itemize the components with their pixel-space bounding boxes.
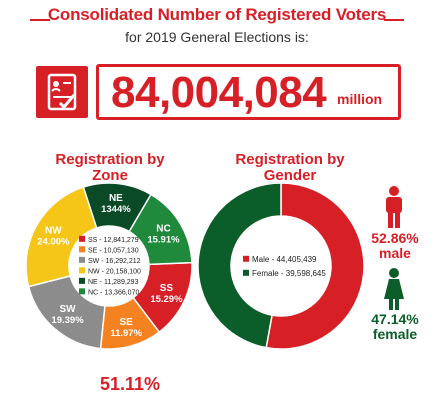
donut-0-legend-text: SE - 10,057,130 (88, 247, 139, 254)
donut-0-slice-nc (128, 193, 193, 266)
donut-1-slice-male (265, 182, 365, 350)
donut-1-legend-text: Male - 44,405,439 (252, 255, 317, 264)
zone-chart-title: Registration by Zone (55, 151, 165, 184)
donut-0-label-nw-pct: 24.00% (37, 236, 70, 247)
header: Consolidated Number of Registered Voters… (0, 4, 434, 46)
donut-0-slice-nw (25, 186, 98, 288)
donut-0-legend-swatch (79, 277, 85, 284)
donut-0-label-ss-name: SS (160, 283, 174, 294)
donut-0-label-ne-name: NE (109, 193, 123, 204)
donut-0-legend-swatch (79, 256, 85, 263)
donut-0-label-sw-name: SW (59, 304, 76, 315)
donut-1-slice-female (197, 182, 282, 349)
female-label: female (372, 326, 418, 342)
female-stat: 47.14% female (362, 312, 428, 342)
donut-0-label-nc-pct: 15.91% (147, 234, 180, 245)
page-title: Consolidated Number of Registered Voters (47, 5, 387, 24)
male-percent: 52.86% (371, 230, 419, 246)
donut-0-label-sw-pct: 19.39% (51, 315, 84, 326)
total-unit: million (337, 91, 383, 107)
donut-0-legend-text: NC - 13,366,070 (88, 289, 139, 296)
donut-1-legend-text: Female - 39,598,645 (252, 269, 326, 278)
donut-0-legend-text: NW - 20,158,100 (88, 268, 141, 275)
donut-0-legend-text: NE - 11,289,293 (88, 279, 139, 286)
male-label: male (379, 245, 411, 261)
female-percent: 47.14% (371, 311, 419, 327)
title-dash-left (30, 19, 50, 21)
donut-0-legend-text: SS - 12,841,279 (88, 237, 139, 244)
gender-chart-title: Registration by Gender (235, 151, 345, 184)
male-person-icon (383, 186, 405, 233)
donut-0-label-se-pct: 11.97% (110, 328, 142, 339)
total-voters-banner: 84,004,084 million (36, 64, 401, 136)
donut-0-label-nc-name: NC (156, 223, 170, 234)
donut-0-legend-swatch (79, 246, 85, 253)
female-person-icon (383, 268, 405, 315)
donut-0-legend-swatch (79, 267, 85, 274)
donut-0-label-ss-pct: 15.29% (150, 294, 183, 305)
total-number-box: 84,004,084 million (96, 64, 401, 120)
ballot-document-icon (36, 66, 88, 118)
donut-0-label-ne-pct: 1344% (101, 204, 131, 215)
bottom-percent: 51.11% (100, 374, 161, 394)
title-dash-right (384, 19, 404, 21)
male-stat: 52.86% male (362, 231, 428, 261)
donut-1-legend-swatch (243, 269, 249, 276)
donut-0-legend-text: SW - 16,292,212 (88, 258, 141, 265)
donut-0-legend-swatch (79, 288, 85, 295)
donut-1-legend-swatch (243, 255, 249, 262)
donut-0-label-nw-name: NW (45, 225, 62, 236)
page-subtitle: for 2019 General Elections is: (125, 29, 309, 45)
total-number: 84,004,084 (111, 68, 327, 117)
donut-0-label-se-name: SE (120, 317, 134, 328)
donut-0-legend-swatch (79, 235, 85, 242)
